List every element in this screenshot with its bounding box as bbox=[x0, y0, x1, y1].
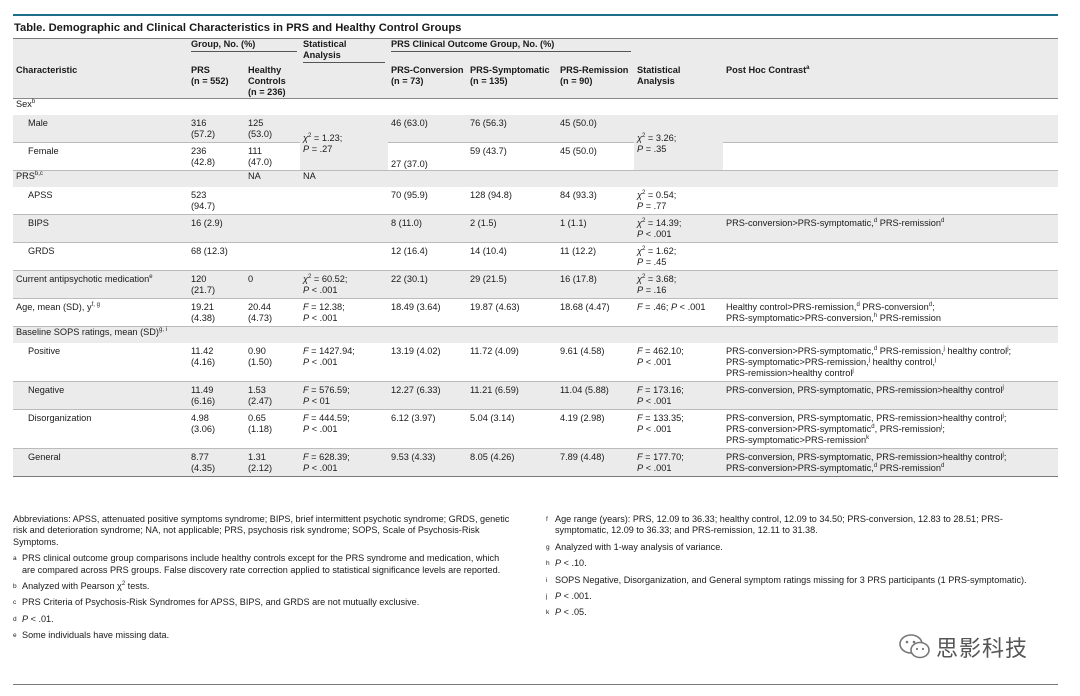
outcome-header: PRS Clinical Outcome Group, No. (%) bbox=[391, 39, 631, 52]
sex-stat1: χ2 = 1.23; P = .27 bbox=[300, 115, 388, 171]
characteristic-header: Characteristic bbox=[16, 65, 78, 75]
section-prs: PRSb,c NA NA bbox=[13, 170, 1058, 187]
header-row-2: Characteristic PRS (n = 552) Healthy Contr… bbox=[13, 65, 1058, 99]
table-row-antipsychotic: Current antipsychotic medicatione 120 (21… bbox=[13, 270, 1058, 299]
table-row-negative: Negative 11.49 (6.16) 1.53 (2.47) F = 576.… bbox=[13, 381, 1058, 410]
stat1-header: Statistical Analysis bbox=[300, 39, 388, 65]
sex-stat2: χ2 = 3.26; P = .35 bbox=[634, 115, 723, 171]
stat2-header: Statistical Analysis bbox=[637, 65, 681, 86]
table-row-female: Female 236 (42.8) 111 (47.0) 27 (37.0) 59 … bbox=[13, 142, 1058, 171]
symptomatic-header: PRS-Symptomatic (n = 135) bbox=[470, 65, 550, 86]
table-row-male: Male 316 (57.2) 125 (53.0) χ2 = 1.23; P = .… bbox=[13, 115, 1058, 171]
table-row-grds: GRDS 68 (12.3) 12 (16.4) 14 (10.4) 11 (1… bbox=[13, 242, 1058, 271]
table-row-general: General 8.77 (4.35) 1.31 (2.12) F = 628.39… bbox=[13, 448, 1058, 476]
table-row-apss: APSS 523 (94.7) 70 (95.9) 128 (94.8) 84 (… bbox=[13, 187, 1058, 215]
conversion-header: PRS-Conversion (n = 73) bbox=[391, 65, 464, 86]
prs-header: PRS (n = 552) bbox=[191, 65, 229, 86]
section-sops: Baseline SOPS ratings, mean (SD)g, i bbox=[13, 326, 1058, 343]
posthoc-header: Post Hoc Contrasta bbox=[726, 64, 810, 75]
watermark: 思影科技 bbox=[898, 630, 1028, 664]
wechat-icon bbox=[899, 634, 930, 659]
watermark-text: 思影科技 bbox=[936, 637, 1029, 662]
footnotes-right: f Age range (years): PRS, 12.09 to 36.33;… bbox=[546, 514, 1058, 624]
footnote-b: b Analyzed with Pearson χ2 tests. bbox=[13, 581, 150, 592]
footnote-i: i SOPS Negative, Disorganization, and Gen… bbox=[546, 574, 1027, 585]
remission-header: PRS-Remission (n = 90) bbox=[560, 65, 629, 86]
table-bottom-rule bbox=[13, 476, 1058, 477]
hc-header: Healthy Controls (n = 236) bbox=[248, 65, 286, 97]
footnote-abbreviations: Abbreviations: APSS, attenuated positive… bbox=[13, 514, 510, 547]
table-figure: Table. Demographic and Clinical Characte… bbox=[13, 14, 1058, 477]
table-row-age: Age, mean (SD), yf, g 19.21 (4.38) 20.44(… bbox=[13, 298, 1058, 327]
footnote-a: a PRS clinical outcome group comparisons … bbox=[13, 553, 501, 575]
top-accent-rule bbox=[13, 14, 1058, 16]
table-title: Table. Demographic and Clinical Characte… bbox=[14, 22, 462, 34]
title-rule bbox=[13, 38, 1058, 39]
footnote-f: f Age range (years): PRS, 12.09 to 36.33;… bbox=[546, 514, 1003, 536]
section-sex: Sexb bbox=[13, 98, 1058, 115]
footnote-c: c PRS Criteria of Psychosis-Risk Syndrome… bbox=[13, 597, 420, 608]
footnote-e: e Some individuals have missing data. bbox=[13, 630, 170, 641]
footnotes-left: Abbreviations: APSS, attenuated positive… bbox=[13, 514, 513, 647]
header-row-1: Group, No. (%) Statistical Analysis PRS C… bbox=[13, 39, 1058, 65]
footer-rule bbox=[13, 684, 1058, 685]
data-table: Group, No. (%) Statistical Analysis PRS C… bbox=[13, 39, 1058, 476]
group-header: Group, No. (%) bbox=[191, 39, 297, 52]
table-row-positive: Positive 11.42 (4.16) 0.90 (1.50) F = 1427… bbox=[13, 343, 1058, 382]
table-row-bips: BIPS 16 (2.9) 8 (11.0) 2 (1.5) 1 (1.1) χ… bbox=[13, 214, 1058, 243]
footnote-g: g Analyzed with 1-way analysis of varianc… bbox=[546, 541, 723, 552]
table-row-disorganization: Disorganization 4.98 (3.06) 0.65 (1.18) F … bbox=[13, 409, 1058, 449]
